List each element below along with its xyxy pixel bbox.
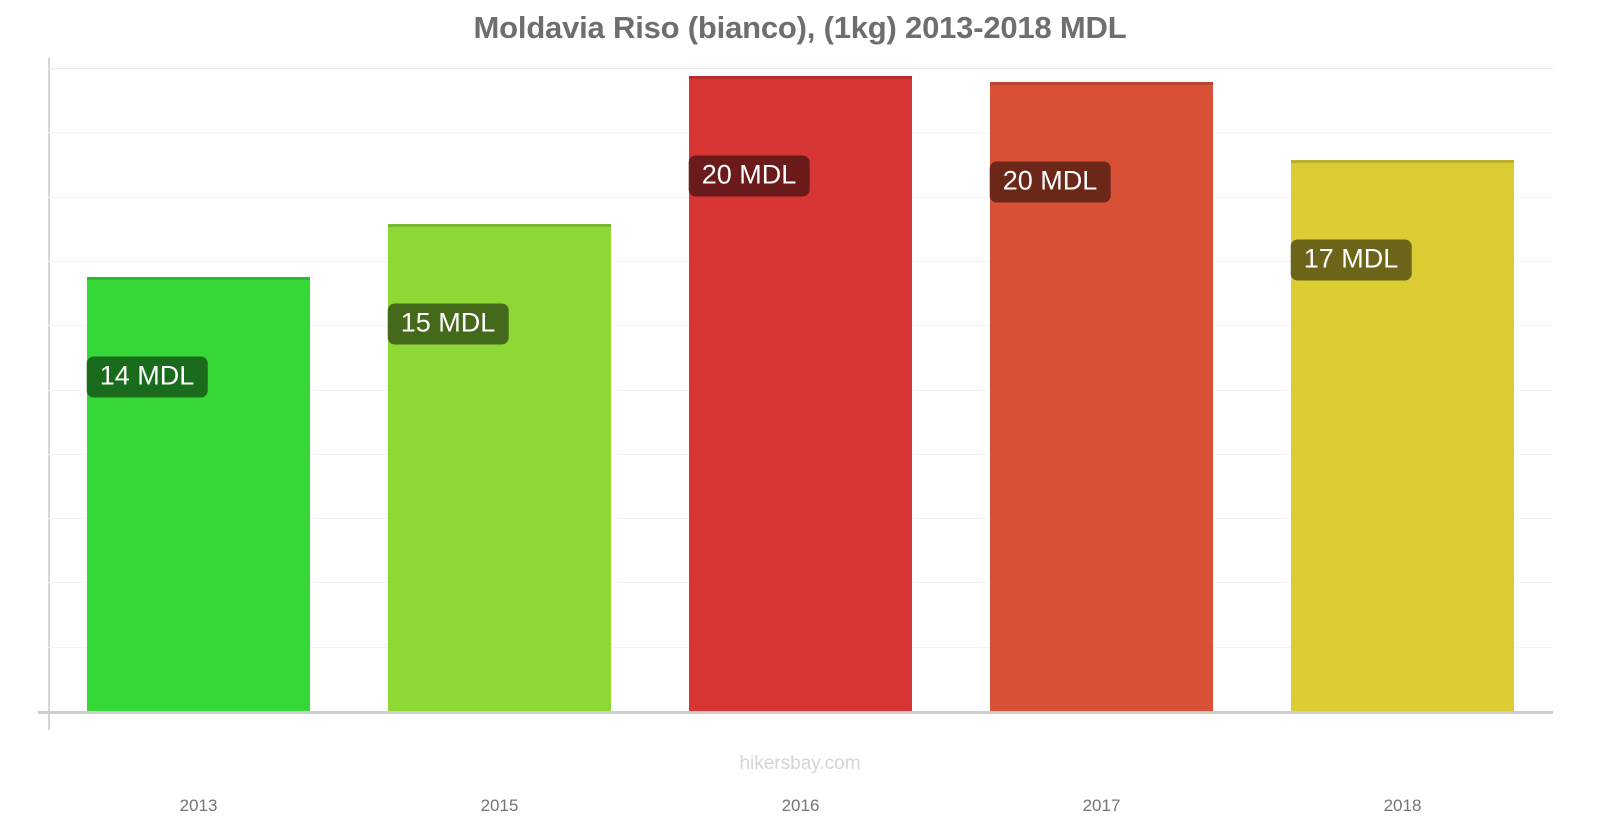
y-axis-line <box>48 58 50 730</box>
bar-value-label: 14 MDL <box>86 356 208 398</box>
bar-value-label: 20 MDL <box>989 161 1111 203</box>
x-axis-baseline <box>38 711 1553 714</box>
x-axis-tick-label: 2018 <box>1383 796 1422 815</box>
bar-value-label: 20 MDL <box>688 155 810 197</box>
gridline <box>48 68 1553 69</box>
x-axis-tick-label: 2017 <box>1082 796 1121 815</box>
x-axis-tick-label: 2013 <box>179 796 218 815</box>
bar[interactable] <box>87 276 310 711</box>
x-axis-tick-label: 2016 <box>781 796 820 815</box>
bar-value-label: 15 MDL <box>387 303 509 345</box>
footer-credit: hikersbay.com <box>739 753 861 774</box>
x-axis-tick-label: 2015 <box>480 796 519 815</box>
bar-value-label: 17 MDL <box>1290 239 1412 281</box>
bar[interactable] <box>388 223 611 711</box>
chart-title: Moldavia Riso (bianco), (1kg) 2013-2018 … <box>473 10 1127 45</box>
